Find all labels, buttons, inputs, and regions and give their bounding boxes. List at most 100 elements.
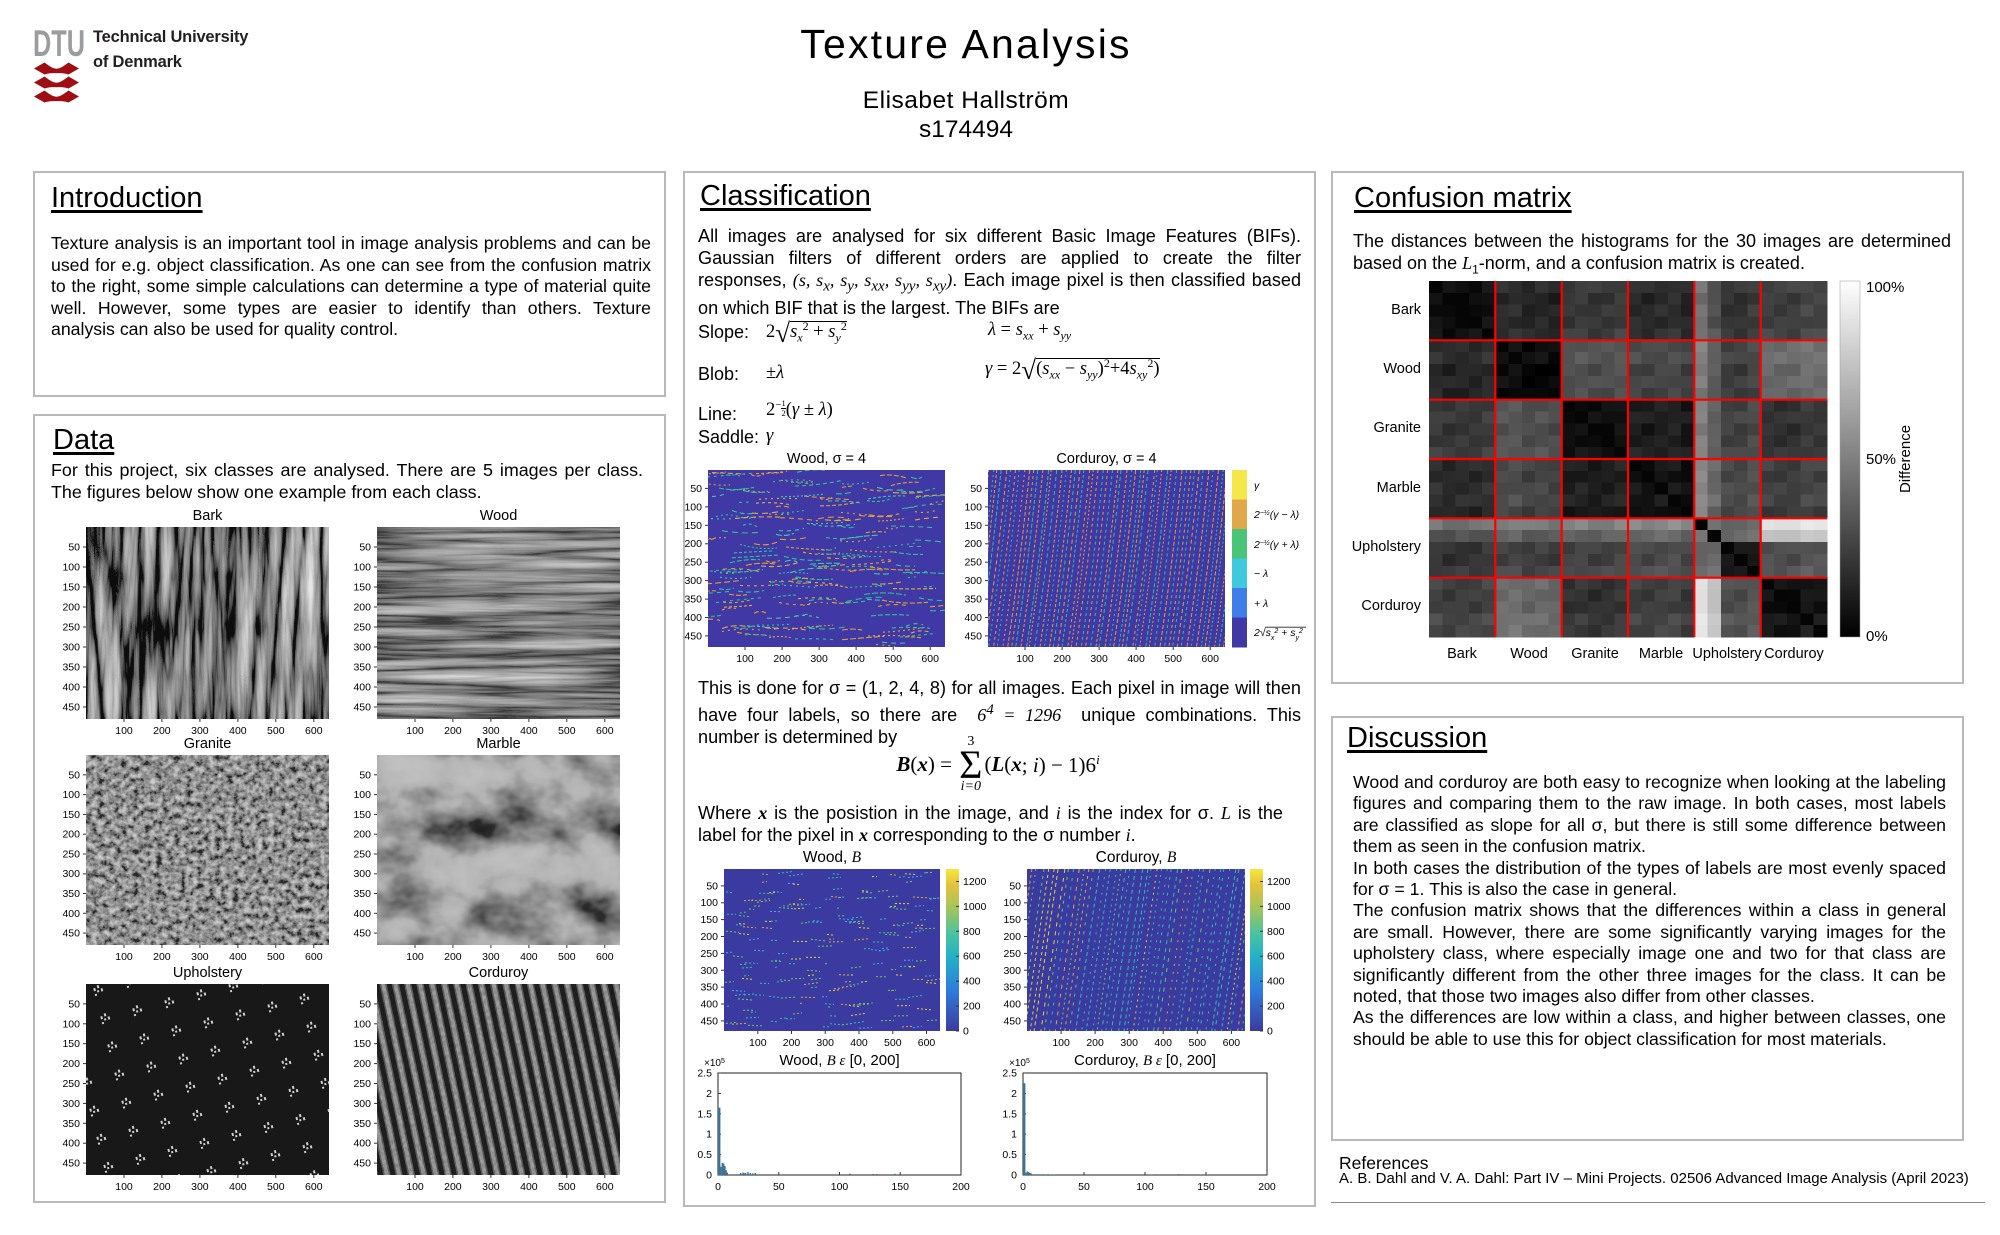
svg-text:50: 50 bbox=[1078, 1181, 1090, 1193]
svg-text:Granite: Granite bbox=[184, 736, 232, 752]
svg-text:300: 300 bbox=[964, 575, 982, 587]
svg-text:600: 600 bbox=[1201, 653, 1219, 665]
svg-text:400: 400 bbox=[1127, 653, 1145, 665]
svg-text:400: 400 bbox=[1003, 999, 1021, 1011]
svg-text:600: 600 bbox=[1223, 1037, 1241, 1049]
svg-text:Wood, σ = 4: Wood, σ = 4 bbox=[787, 451, 866, 467]
svg-text:450: 450 bbox=[964, 630, 982, 642]
svg-text:50: 50 bbox=[706, 880, 718, 892]
svg-text:400: 400 bbox=[700, 999, 718, 1011]
svg-text:400: 400 bbox=[353, 908, 371, 920]
svg-text:150: 150 bbox=[891, 1181, 909, 1193]
svg-text:100: 100 bbox=[62, 1018, 80, 1030]
svg-text:50: 50 bbox=[68, 769, 80, 781]
svg-text:500: 500 bbox=[267, 1181, 285, 1193]
svg-text:1000: 1000 bbox=[963, 901, 987, 913]
svg-text:400: 400 bbox=[62, 1138, 80, 1150]
svg-text:2: 2 bbox=[706, 1088, 712, 1100]
svg-text:200: 200 bbox=[952, 1181, 970, 1193]
svg-text:400: 400 bbox=[964, 612, 982, 624]
svg-text:600: 600 bbox=[963, 951, 981, 963]
svg-text:DTU: DTU bbox=[33, 23, 85, 64]
svg-text:300: 300 bbox=[1003, 965, 1021, 977]
svg-text:150: 150 bbox=[62, 809, 80, 821]
svg-text:150: 150 bbox=[684, 520, 702, 532]
svg-text:300: 300 bbox=[482, 725, 500, 737]
svg-text:300: 300 bbox=[191, 725, 209, 737]
svg-text:600: 600 bbox=[305, 1181, 323, 1193]
svg-text:200: 200 bbox=[783, 1037, 801, 1049]
svg-text:200: 200 bbox=[62, 602, 80, 614]
svg-text:400: 400 bbox=[229, 725, 247, 737]
svg-text:250: 250 bbox=[964, 557, 982, 569]
svg-text:500: 500 bbox=[558, 725, 576, 737]
svg-text:50: 50 bbox=[970, 483, 982, 495]
svg-text:1200: 1200 bbox=[1267, 876, 1291, 888]
svg-text:200: 200 bbox=[353, 1058, 371, 1070]
svg-text:50: 50 bbox=[68, 998, 80, 1010]
svg-text:2: 2 bbox=[1011, 1088, 1017, 1100]
svg-text:250: 250 bbox=[353, 622, 371, 634]
svg-text:450: 450 bbox=[1003, 1015, 1021, 1027]
svg-text:Wood, B ε [0, 200]: Wood, B ε [0, 200] bbox=[779, 1052, 899, 1069]
svg-text:150: 150 bbox=[1003, 914, 1021, 926]
svg-text:200: 200 bbox=[353, 829, 371, 841]
svg-text:100: 100 bbox=[1016, 653, 1034, 665]
svg-text:250: 250 bbox=[353, 849, 371, 861]
svg-text:350: 350 bbox=[62, 888, 80, 900]
svg-text:200: 200 bbox=[444, 1181, 462, 1193]
svg-text:350: 350 bbox=[353, 888, 371, 900]
svg-text:200: 200 bbox=[444, 725, 462, 737]
svg-text:200: 200 bbox=[700, 931, 718, 943]
svg-text:1: 1 bbox=[706, 1129, 712, 1141]
svg-text:300: 300 bbox=[810, 653, 828, 665]
svg-text:250: 250 bbox=[684, 557, 702, 569]
svg-text:Wood: Wood bbox=[480, 508, 518, 524]
svg-text:250: 250 bbox=[62, 849, 80, 861]
svg-text:150: 150 bbox=[700, 914, 718, 926]
svg-text:100: 100 bbox=[1052, 1037, 1070, 1049]
svg-text:350: 350 bbox=[684, 594, 702, 606]
svg-text:0: 0 bbox=[1267, 1026, 1273, 1038]
svg-text:0.5: 0.5 bbox=[697, 1149, 712, 1161]
svg-text:Marble: Marble bbox=[476, 736, 520, 752]
svg-text:0%: 0% bbox=[1866, 628, 1888, 645]
svg-text:100: 100 bbox=[406, 725, 424, 737]
svg-text:200: 200 bbox=[773, 653, 791, 665]
svg-text:2.5: 2.5 bbox=[697, 1068, 712, 1080]
svg-text:400: 400 bbox=[229, 1181, 247, 1193]
svg-text:400: 400 bbox=[62, 908, 80, 920]
svg-text:300: 300 bbox=[700, 965, 718, 977]
svg-text:250: 250 bbox=[1003, 948, 1021, 960]
svg-text:450: 450 bbox=[62, 928, 80, 940]
svg-text:600: 600 bbox=[596, 951, 614, 963]
svg-text:×105: ×105 bbox=[704, 1058, 725, 1070]
svg-text:×105: ×105 bbox=[1009, 1058, 1030, 1070]
svg-text:0: 0 bbox=[1020, 1181, 1026, 1193]
svg-text:100: 100 bbox=[1003, 897, 1021, 909]
svg-text:200: 200 bbox=[1003, 931, 1021, 943]
svg-text:100: 100 bbox=[353, 789, 371, 801]
svg-text:300: 300 bbox=[62, 642, 80, 654]
svg-text:350: 350 bbox=[700, 982, 718, 994]
svg-text:300: 300 bbox=[1090, 653, 1108, 665]
svg-text:400: 400 bbox=[847, 653, 865, 665]
svg-text:800: 800 bbox=[963, 926, 981, 938]
svg-text:100: 100 bbox=[831, 1181, 849, 1193]
svg-text:400: 400 bbox=[62, 682, 80, 694]
svg-text:600: 600 bbox=[305, 725, 323, 737]
svg-text:Wood, B: Wood, B bbox=[803, 849, 862, 866]
svg-text:50%: 50% bbox=[1866, 451, 1896, 468]
svg-text:500: 500 bbox=[884, 1037, 902, 1049]
svg-text:450: 450 bbox=[62, 702, 80, 714]
svg-text:1.5: 1.5 bbox=[1002, 1108, 1017, 1120]
svg-text:200: 200 bbox=[684, 538, 702, 550]
svg-text:1.5: 1.5 bbox=[697, 1108, 712, 1120]
svg-text:100: 100 bbox=[353, 1018, 371, 1030]
svg-text:300: 300 bbox=[684, 575, 702, 587]
svg-text:100: 100 bbox=[115, 951, 133, 963]
svg-text:600: 600 bbox=[1267, 951, 1285, 963]
svg-text:100: 100 bbox=[115, 1181, 133, 1193]
svg-text:150: 150 bbox=[353, 582, 371, 594]
svg-text:100: 100 bbox=[406, 951, 424, 963]
